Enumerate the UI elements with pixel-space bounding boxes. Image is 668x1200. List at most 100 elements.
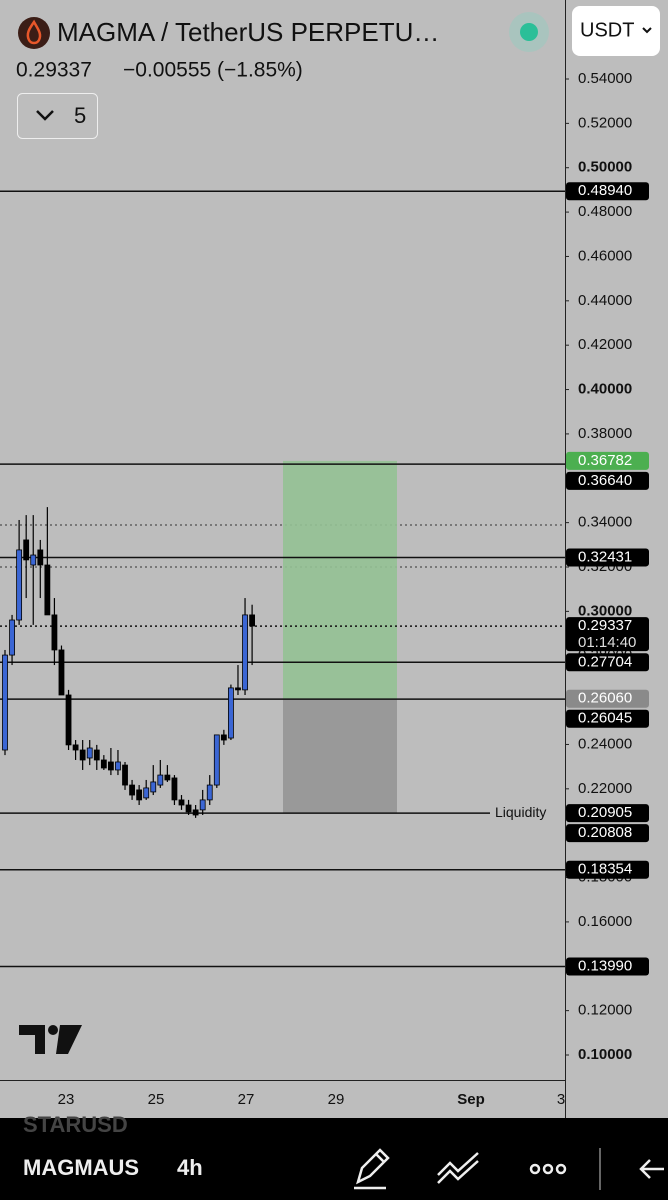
candle-body (129, 784, 135, 796)
candle-body (136, 789, 143, 801)
currency-label[interactable]: USDT (580, 19, 634, 41)
y-tick-label: 0.34000 (578, 514, 632, 531)
candle-body (72, 744, 79, 751)
price-label-box (566, 957, 649, 976)
price-label-box (566, 182, 649, 201)
candle-body (143, 787, 150, 799)
price-label: 0.20808 (578, 824, 632, 841)
price-label-box (566, 451, 649, 470)
candle-body (115, 761, 121, 771)
price-label-box (566, 860, 649, 879)
y-tick-label: 0.30000 (578, 602, 632, 619)
y-tick-label: 0.42000 (578, 336, 632, 353)
candle-body (157, 774, 164, 786)
candle-body (206, 784, 213, 801)
x-tick-label: 27 (238, 1091, 255, 1108)
tv-logo (19, 1025, 82, 1054)
logo-flame (26, 19, 42, 45)
ghost-symbol: STARUSD (23, 1112, 128, 1137)
candle-body (192, 809, 199, 816)
footer-interval[interactable]: 4h (177, 1155, 203, 1180)
price-label-box (566, 689, 649, 708)
price-label-box (566, 804, 649, 823)
y-tick-label: 0.22000 (578, 780, 632, 797)
y-tick-label: 0.52000 (578, 114, 632, 131)
price-label: 0.48940 (578, 182, 632, 199)
price-axis: 0.54000 0.52000 0.50000 0.48000 0.46000 0.440… (565, 70, 649, 1063)
y-tick-label: 0.24000 (578, 735, 632, 752)
footer-symbol[interactable]: MAGMAUS (23, 1155, 139, 1180)
price-label: 0.36640 (578, 472, 632, 489)
price-label: 0.32431 (578, 548, 632, 565)
price-label: 0.26045 (578, 710, 632, 727)
candle-body (23, 539, 30, 561)
candle-body (30, 554, 37, 566)
candle-body (228, 687, 234, 739)
symbol-logo (18, 17, 50, 49)
currency-chevron (642, 27, 652, 34)
currency-button[interactable] (572, 6, 660, 56)
candle-body (37, 549, 44, 566)
y-tick-label: 0.10000 (578, 1046, 632, 1063)
y-tick-label: 0.54000 (578, 70, 632, 87)
symbol-title[interactable]: MAGMA / TetherUS PERPETU… (57, 17, 439, 47)
price-change: −0.00555 (−1.85%) (123, 59, 303, 82)
indicators-icon[interactable] (437, 1152, 479, 1184)
indicator-count[interactable]: 5 (74, 103, 86, 128)
candle-body (2, 654, 8, 751)
price-label-box (566, 824, 649, 843)
toggle-chevron (36, 110, 54, 121)
price-label: 0.20905 (578, 804, 632, 821)
candle-body (86, 747, 93, 759)
price-label-box (566, 548, 649, 567)
stop-zone (283, 698, 397, 814)
candle-body (100, 759, 107, 769)
indicator-toggle[interactable] (17, 93, 98, 139)
price-label: 0.13990 (578, 957, 632, 974)
candle-body (185, 804, 192, 813)
plot: Liquidity (0, 190, 565, 968)
countdown: 01:14:40 (578, 634, 636, 651)
candle-body (122, 764, 128, 786)
candle-body (220, 734, 227, 741)
y-tick-label: 0.46000 (578, 247, 632, 264)
price-label-box (566, 471, 649, 490)
time-axis: 23 25 27 29 Sep 3 (58, 1091, 566, 1108)
price-label-box (566, 709, 649, 728)
candle-body (108, 761, 114, 771)
y-tick-label: 0.50000 (578, 159, 632, 176)
price-label: 0.36782 (578, 452, 632, 469)
x-tick-label: Sep (457, 1091, 485, 1108)
price-label: 0.26060 (578, 690, 632, 707)
candle-body (44, 564, 51, 616)
candle-body (199, 799, 206, 811)
candle-body (51, 614, 58, 651)
price-label: 0.27704 (578, 653, 632, 670)
candle-body (171, 777, 178, 801)
candle-body (79, 749, 86, 761)
candle-body (249, 614, 256, 627)
candle-body (93, 749, 100, 761)
back-icon[interactable] (639, 1159, 664, 1179)
y-tick-label: 0.12000 (578, 1002, 632, 1019)
candle-body (9, 619, 15, 656)
candle-body (58, 649, 65, 696)
candle-body (235, 687, 241, 691)
target-zone (283, 460, 397, 699)
status-dot (520, 23, 538, 41)
y-tick-label: 0.44000 (578, 292, 632, 309)
price-label: 0.29337 (578, 617, 632, 634)
price-label: 0.18354 (578, 861, 632, 878)
price-label-box (566, 653, 649, 672)
candle-body (164, 774, 171, 781)
draw-tool-icon[interactable] (354, 1148, 390, 1190)
y-tick-label: 0.38000 (578, 425, 632, 442)
last-price: 0.29337 (16, 59, 92, 82)
line-annotation: Liquidity (495, 804, 546, 820)
x-tick-label: 23 (58, 1091, 75, 1108)
candle-body (16, 549, 23, 621)
candle-body (213, 734, 220, 786)
price-label-box (566, 617, 649, 652)
more-icon[interactable] (529, 1163, 567, 1175)
